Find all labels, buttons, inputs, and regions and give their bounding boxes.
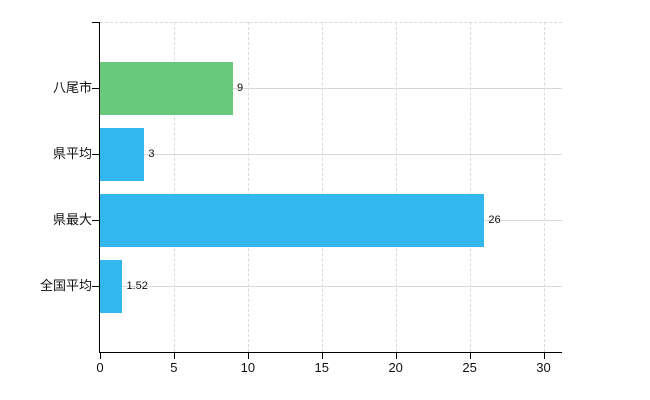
x-tick-label: 10 <box>240 360 256 375</box>
plot-top-gridline <box>100 22 562 23</box>
x-axis-tick <box>395 353 397 359</box>
x-gridline <box>247 22 249 352</box>
bar-県平均 <box>100 127 145 181</box>
y-axis-tick <box>92 286 99 287</box>
x-gridline <box>321 22 323 352</box>
x-gridline <box>173 22 175 352</box>
y-gridline <box>100 88 562 89</box>
x-tick-label: 15 <box>314 360 329 375</box>
x-axis-tick <box>247 353 249 359</box>
x-axis-tick <box>173 353 175 359</box>
value-label: 9 <box>237 82 244 94</box>
x-axis-tick <box>321 353 323 359</box>
y-axis-tick <box>92 88 99 89</box>
category-label: 県平均 <box>52 146 92 161</box>
x-axis-tick <box>100 353 101 359</box>
category-label: 全国平均 <box>39 278 92 293</box>
bar-県最大 <box>100 193 485 247</box>
x-tick-label: 0 <box>96 360 104 375</box>
category-label: 県最大 <box>52 212 92 227</box>
y-gridline <box>100 286 562 287</box>
bar-全国平均 <box>100 259 123 313</box>
y-gridline <box>100 154 562 155</box>
x-tick-label: 30 <box>536 360 551 375</box>
x-axis-tick <box>469 353 471 359</box>
x-gridline <box>469 22 471 352</box>
x-tick-label: 25 <box>462 360 477 375</box>
x-tick-label: 5 <box>170 360 178 375</box>
value-label: 26 <box>488 214 501 226</box>
x-gridline <box>395 22 397 352</box>
category-label: 八尾市 <box>52 80 92 95</box>
x-axis-tick <box>543 353 545 359</box>
bar-八尾市 <box>100 61 234 115</box>
x-gridline <box>543 22 545 352</box>
y-axis-tick <box>92 154 99 155</box>
plot-area: 八尾市 9 県平均 3 県最大 26 全国平均 1.52 0 5 10 15 20 25 30 <box>40 22 562 375</box>
y-axis-top-tick <box>92 22 99 23</box>
y-axis-tick <box>92 220 99 221</box>
value-label: 3 <box>148 148 155 160</box>
value-label: 1.52 <box>126 280 148 292</box>
x-tick-label: 20 <box>388 360 403 375</box>
